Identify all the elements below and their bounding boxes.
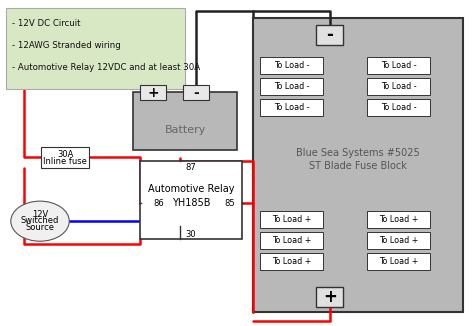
FancyBboxPatch shape — [316, 287, 344, 307]
FancyBboxPatch shape — [260, 57, 323, 74]
FancyBboxPatch shape — [260, 253, 323, 270]
Text: 30: 30 — [185, 230, 196, 239]
Text: To Load +: To Load + — [272, 236, 311, 245]
Text: Source: Source — [26, 223, 55, 232]
FancyBboxPatch shape — [133, 92, 237, 150]
Text: To Load +: To Load + — [272, 215, 311, 224]
Text: 87: 87 — [185, 163, 196, 172]
Text: To Load +: To Load + — [272, 257, 311, 266]
Text: - 12AWG Stranded wiring: - 12AWG Stranded wiring — [12, 41, 121, 50]
FancyBboxPatch shape — [366, 253, 430, 270]
Text: To Load -: To Load - — [273, 103, 309, 112]
Text: Battery: Battery — [164, 125, 206, 135]
Text: To Load -: To Load - — [381, 61, 416, 70]
Text: To Load +: To Load + — [379, 215, 418, 224]
Text: +: + — [323, 288, 337, 306]
FancyBboxPatch shape — [260, 232, 323, 249]
Text: Switched: Switched — [21, 216, 59, 225]
Text: Blue Sea Systems #5025: Blue Sea Systems #5025 — [296, 148, 420, 158]
FancyBboxPatch shape — [41, 147, 89, 168]
Text: 30A: 30A — [57, 150, 73, 159]
FancyBboxPatch shape — [6, 8, 185, 89]
FancyBboxPatch shape — [260, 211, 323, 228]
Text: ST Blade Fuse Block: ST Blade Fuse Block — [310, 161, 407, 171]
Text: -: - — [327, 26, 333, 44]
FancyBboxPatch shape — [366, 57, 430, 74]
FancyBboxPatch shape — [260, 99, 323, 116]
Text: - Automotive Relay 12VDC and at least 30A: - Automotive Relay 12VDC and at least 30… — [12, 63, 201, 72]
Text: Automotive Relay: Automotive Relay — [148, 184, 234, 194]
FancyBboxPatch shape — [140, 161, 242, 239]
Text: To Load +: To Load + — [379, 236, 418, 245]
Text: To Load -: To Load - — [381, 103, 416, 112]
Text: To Load -: To Load - — [273, 61, 309, 70]
Text: YH185B: YH185B — [172, 198, 210, 208]
FancyBboxPatch shape — [366, 99, 430, 116]
Text: To Load -: To Load - — [273, 82, 309, 91]
FancyBboxPatch shape — [254, 18, 463, 312]
Text: 85: 85 — [224, 199, 235, 208]
FancyBboxPatch shape — [140, 85, 166, 100]
Text: -: - — [193, 86, 199, 100]
Text: 86: 86 — [154, 199, 164, 208]
Circle shape — [11, 201, 69, 241]
Text: To Load +: To Load + — [379, 257, 418, 266]
FancyBboxPatch shape — [366, 232, 430, 249]
Text: 12V: 12V — [32, 210, 48, 218]
FancyBboxPatch shape — [316, 25, 344, 45]
FancyBboxPatch shape — [366, 211, 430, 228]
Text: +: + — [147, 86, 159, 100]
FancyBboxPatch shape — [366, 78, 430, 95]
Text: Inline fuse: Inline fuse — [43, 157, 87, 167]
Text: To Load -: To Load - — [381, 82, 416, 91]
FancyBboxPatch shape — [183, 85, 209, 100]
Text: - 12V DC Circuit: - 12V DC Circuit — [12, 19, 81, 28]
FancyBboxPatch shape — [260, 78, 323, 95]
